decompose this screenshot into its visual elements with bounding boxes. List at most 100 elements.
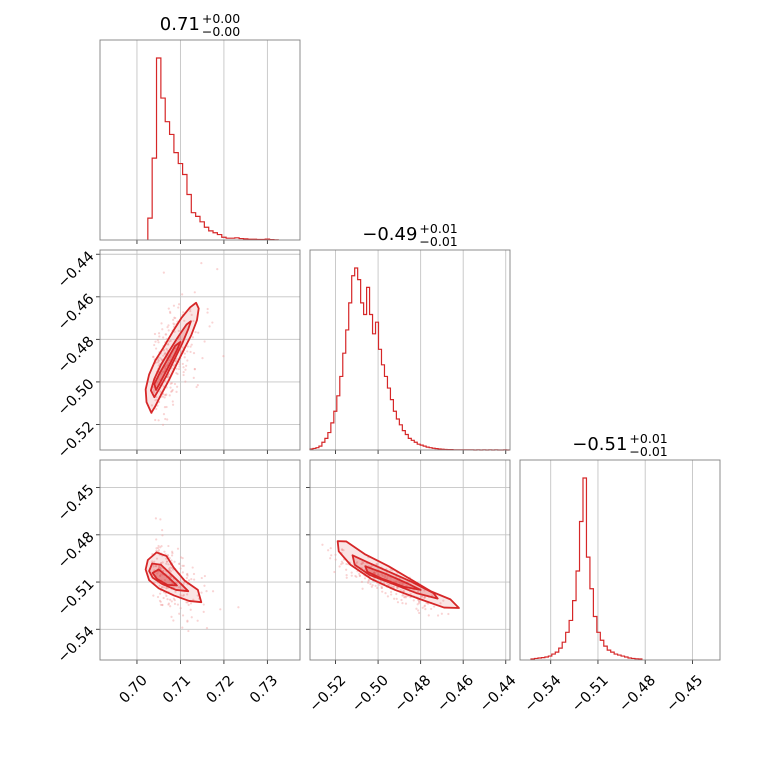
scatter-point (367, 578, 371, 582)
scatter-point (395, 592, 398, 596)
scatter-point (421, 606, 424, 609)
scatter-point (189, 608, 192, 611)
hist-bar (370, 314, 373, 450)
scatter-point (159, 390, 162, 393)
hist-bar (161, 98, 165, 240)
scatter-point (152, 355, 155, 359)
scatter-point (153, 343, 156, 347)
scatter-point (157, 341, 160, 344)
scatter-point (183, 319, 186, 322)
scatter-point (165, 405, 168, 409)
hist-bar (191, 213, 195, 240)
scatter-point (161, 423, 165, 426)
scatter-point (192, 598, 195, 601)
scatter-point (418, 600, 421, 603)
scatter-point (423, 589, 426, 592)
contour-level (149, 320, 192, 399)
scatter-point (167, 563, 170, 566)
param-title-minus: −0.01 (629, 444, 667, 459)
scatter-point (186, 619, 189, 622)
scatter-point (367, 580, 370, 583)
scatter-point (206, 311, 209, 314)
scatter-point (174, 360, 177, 363)
scatter-point (178, 612, 181, 615)
scatter-point (172, 318, 175, 321)
scatter-point (197, 331, 200, 334)
scatter-point (159, 574, 162, 577)
scatter-point (430, 607, 433, 611)
scatter-point (154, 399, 157, 402)
scatter-point (181, 346, 184, 349)
scatter-point (334, 553, 337, 556)
scatter-point (155, 395, 158, 399)
scatter-point (372, 571, 376, 575)
scatter-point (159, 574, 162, 577)
scatter-point (340, 548, 344, 551)
scatter-point (156, 404, 159, 407)
scatter-point (192, 572, 196, 576)
scatter-point (155, 549, 158, 552)
scatter-point (172, 597, 176, 600)
scatter-point (167, 602, 170, 605)
scatter-point (162, 354, 165, 357)
scatter-point (390, 593, 393, 596)
scatter-point (405, 595, 408, 598)
scatter-point (160, 586, 164, 589)
scatter-point (169, 311, 172, 315)
scatter-point (200, 576, 203, 580)
y-tick-label: −0.54 (55, 624, 98, 667)
y-tick-label: −0.50 (55, 376, 98, 419)
scatter-point (370, 585, 373, 588)
scatter-point (196, 384, 199, 387)
scatter-point (417, 590, 420, 593)
scatter-point (158, 335, 161, 338)
scatter-point (333, 570, 336, 574)
scatter-point (193, 367, 196, 371)
scatter-point (190, 578, 193, 581)
scatter-point (193, 578, 196, 581)
scatter-point (166, 598, 169, 601)
scatter-point (163, 366, 167, 369)
scatter-point (184, 368, 187, 371)
x-tick-label: −0.50 (349, 673, 392, 716)
scatter-point (166, 418, 169, 421)
scatter-point (175, 367, 178, 370)
scatter-point (156, 572, 159, 575)
hist-step-line (530, 477, 643, 660)
y-tick-label: −0.45 (55, 482, 98, 525)
scatter-point (402, 590, 406, 593)
scatter-point (167, 343, 170, 346)
scatter-point (164, 351, 167, 354)
param-title-plus: +0.00 (202, 11, 240, 26)
scatter-point (393, 597, 396, 600)
scatter-point (181, 626, 184, 629)
scatter-point (169, 339, 172, 342)
y-tick-label: −0.48 (55, 529, 98, 572)
x-tick-label: −0.54 (522, 673, 565, 716)
scatter-point (175, 390, 178, 393)
scatter-point (187, 603, 190, 606)
hist-bar (358, 280, 361, 450)
scatter-point (153, 581, 156, 584)
scatter-point (418, 600, 421, 603)
scatter-point (178, 363, 181, 366)
hist-bar (187, 195, 191, 241)
scatter-point (424, 608, 427, 611)
scatter-point (159, 573, 163, 576)
contour-level (351, 554, 439, 600)
scatter-point (358, 574, 361, 577)
scatter-point (165, 560, 169, 563)
scatter-point (159, 600, 162, 603)
scatter-point (396, 586, 399, 589)
scatter-point (169, 566, 172, 569)
scatter-point (369, 582, 372, 586)
scatter-point (167, 603, 170, 606)
y-tick-label: −0.48 (55, 334, 98, 377)
scatter-point (175, 371, 178, 375)
contour-level (153, 341, 182, 391)
hist-panel-2: −0.54 −0.51 −0.48 −0.45−0.51 +0.01−0.01 (519, 431, 721, 716)
param-title-minus: −0.01 (419, 234, 457, 249)
scatter-point (183, 356, 186, 359)
scatter-point (168, 568, 171, 572)
pair-panel-0-1: −0.52−0.50−0.48−0.46−0.44 (55, 249, 301, 462)
